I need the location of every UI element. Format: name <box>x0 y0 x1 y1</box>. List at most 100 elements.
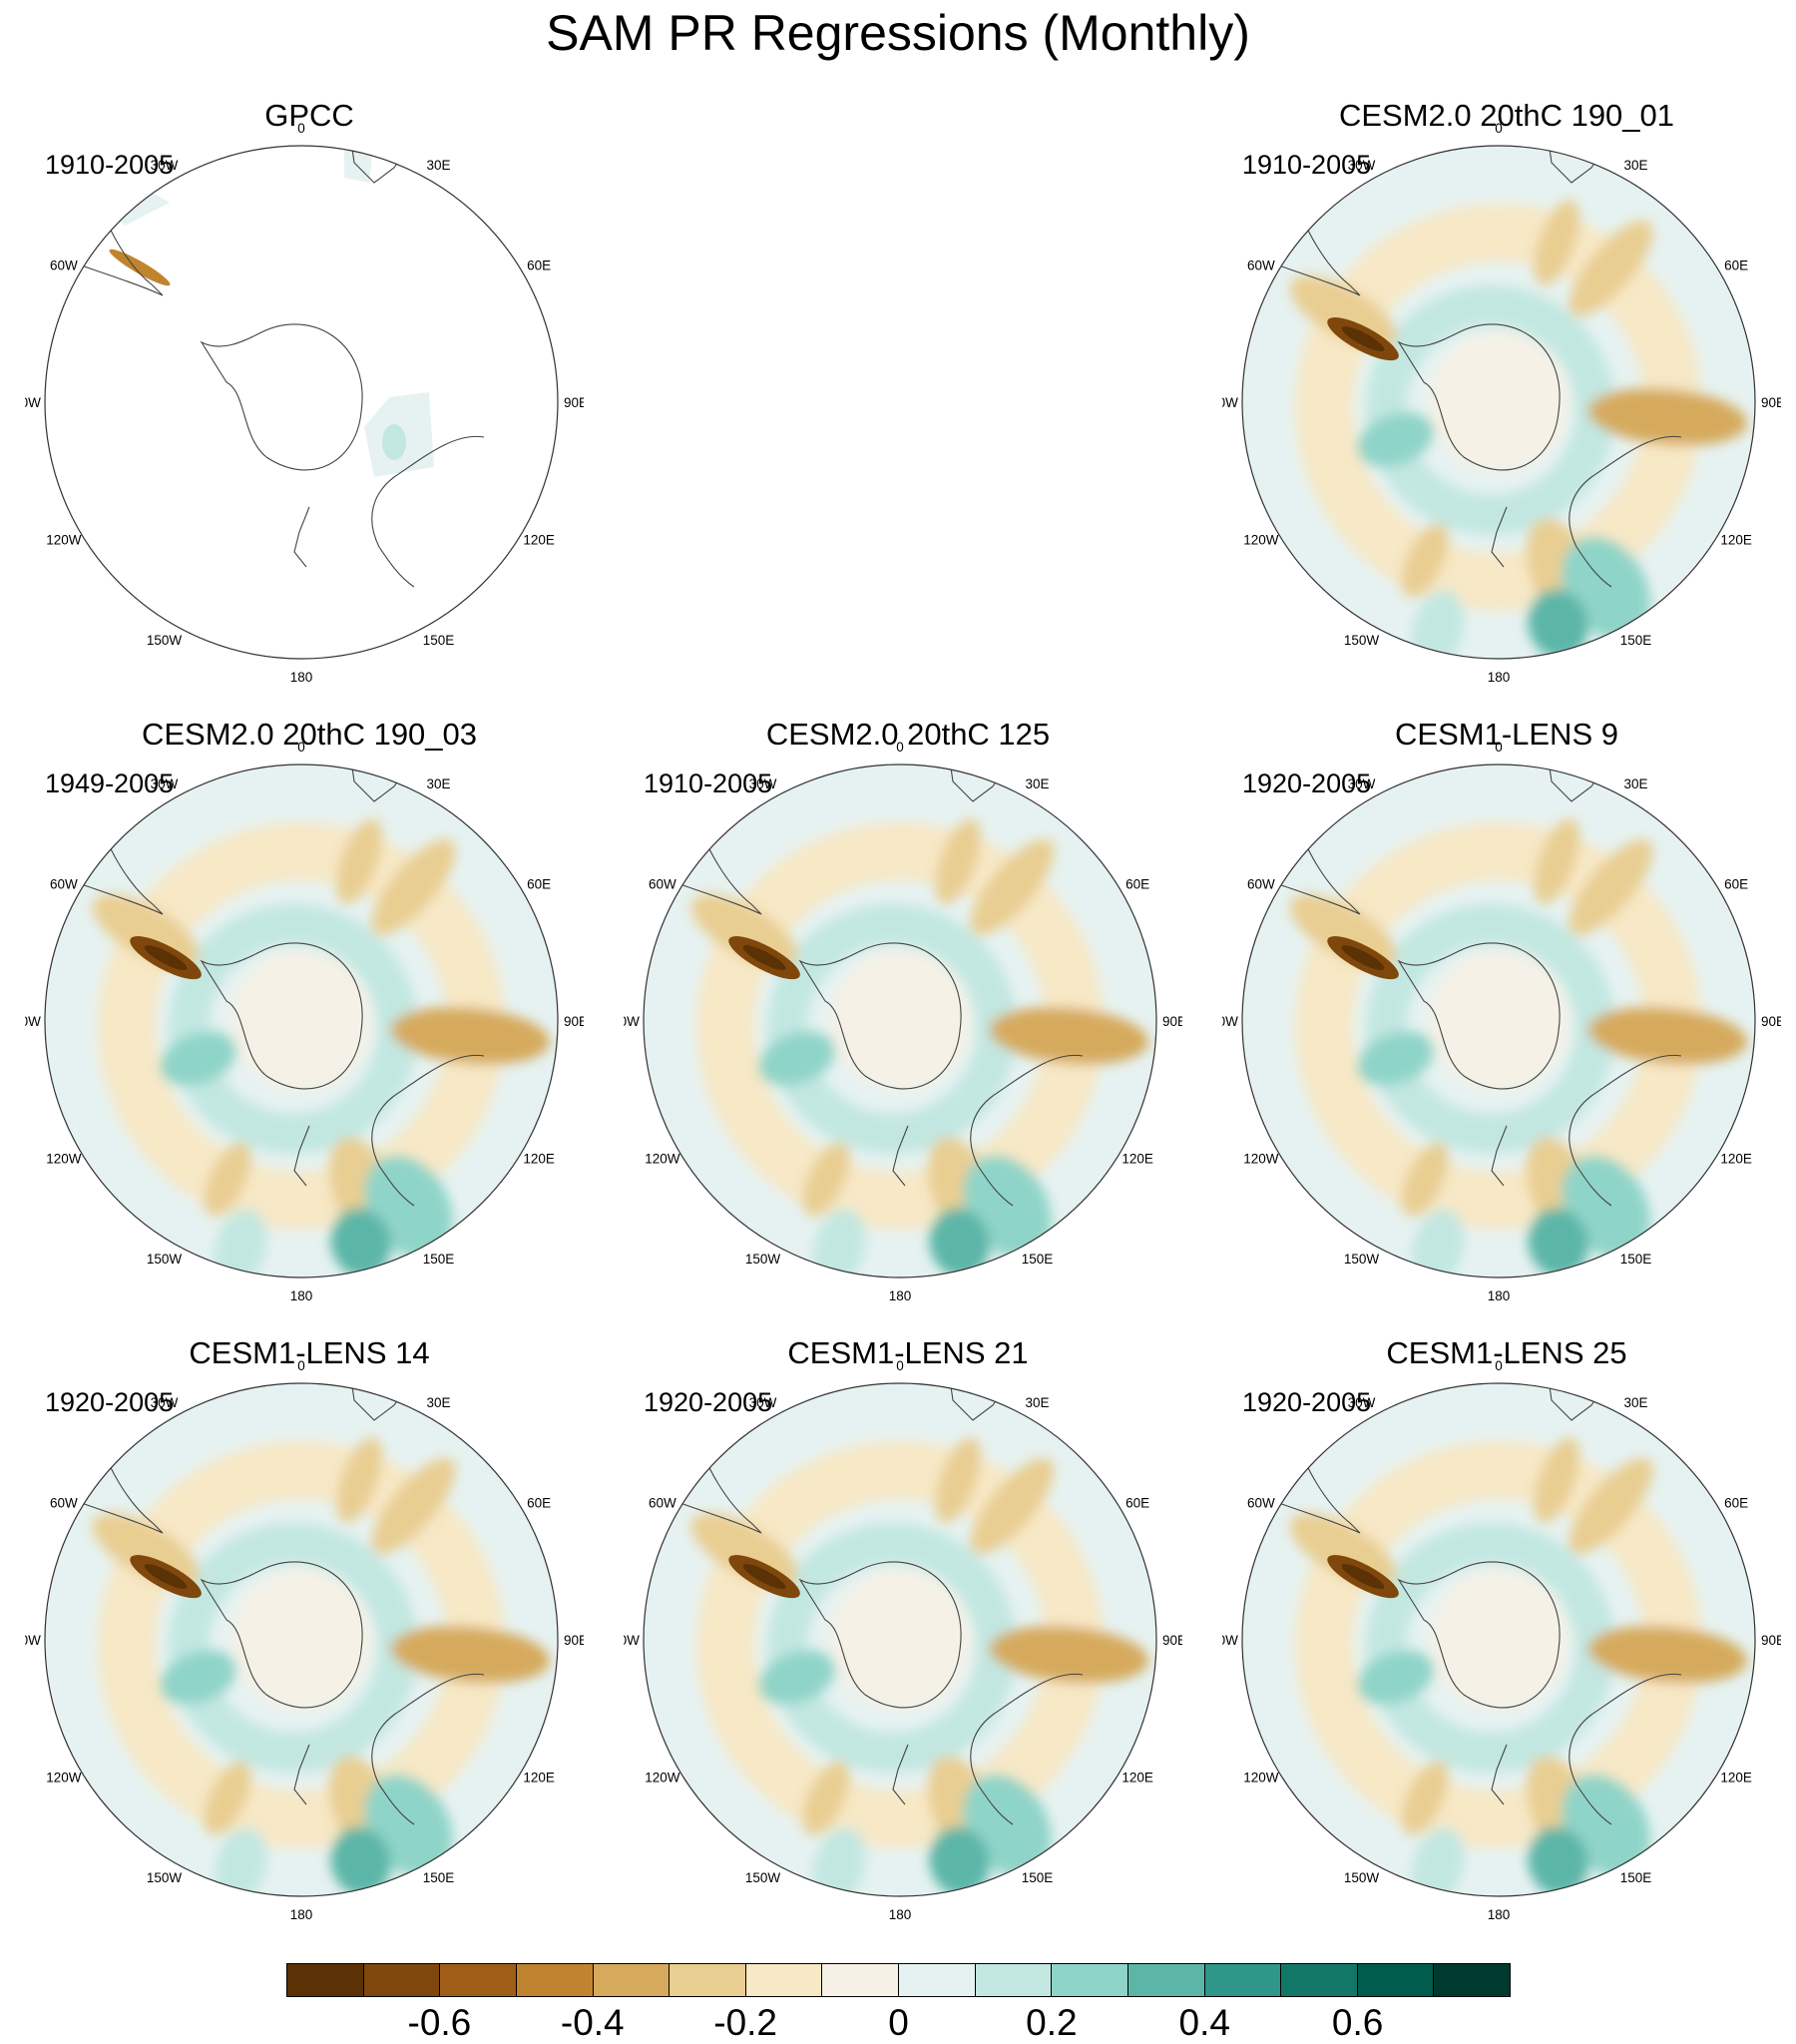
colorbar-label: -0.4 <box>560 2002 625 2043</box>
longitude-label: 120E <box>1720 1771 1752 1786</box>
antarctica-coastline <box>798 1561 962 1709</box>
longitude-label: 0 <box>297 1358 305 1373</box>
patagonia-core <box>1341 326 1385 352</box>
negative-anomaly <box>1534 200 1580 285</box>
australia-anomaly <box>382 424 406 460</box>
longitude-label: 150W <box>1344 633 1380 648</box>
longitude-label: 60W <box>50 258 78 273</box>
map-border <box>44 764 559 1278</box>
new-zealand-coastline <box>293 1125 310 1187</box>
map-border <box>44 1382 559 1897</box>
longitude-label: 30W <box>1348 1395 1376 1410</box>
longitude-label: 90E <box>1761 1633 1781 1648</box>
longitude-label: 120E <box>523 1152 555 1167</box>
longitude-label: 30W <box>151 158 179 173</box>
longitude-label: 0 <box>896 740 904 755</box>
australia-coastline <box>1569 1673 1682 1825</box>
longitude-label: 0 <box>1495 121 1503 136</box>
negative-anomaly <box>1401 523 1449 598</box>
negative-anomaly <box>1569 1457 1653 1555</box>
polar-map: 0 30E 60E 90E 120E 150E 180 150W 120W 90W 60W 30W <box>624 1358 1182 1922</box>
longitude-label: 120W <box>1243 1771 1279 1786</box>
negative-anomaly <box>802 1761 850 1835</box>
panel-period: 1920-2005 <box>1242 1387 1372 1417</box>
longitude-label: 120E <box>1122 1771 1153 1786</box>
antarctica-coastline <box>1397 323 1561 471</box>
longitude-label: 120W <box>645 1152 680 1167</box>
patagonia-anomaly <box>109 249 171 286</box>
longitude-label: 120W <box>1243 533 1279 548</box>
negative-anomaly <box>1587 1007 1748 1065</box>
panel-title: GPCC <box>264 98 354 133</box>
polar-map: 0 30E 60E 90E 120E 150E 180 150W 120W 90W 60W 30W <box>25 1358 584 1922</box>
australia-coastline <box>970 1054 1084 1207</box>
longitude-label: 150W <box>745 1870 781 1885</box>
new-zealand-coastline <box>1491 1744 1508 1805</box>
longitude-label: 30W <box>749 1395 777 1410</box>
longitude-label: 180 <box>1488 670 1511 685</box>
longitude-label: 150E <box>1620 1870 1652 1885</box>
longitude-label: 150W <box>1344 1870 1380 1885</box>
longitude-label: 180 <box>290 670 313 685</box>
colorbar-label: 0.2 <box>1026 2002 1078 2043</box>
panel-gpcc: 0 30E 60E 90E 120E 150E 180 150W 120W 90W 60W 30W G… <box>25 98 604 707</box>
negative-anomaly <box>970 838 1055 936</box>
longitude-label: 150E <box>1022 1252 1054 1267</box>
longitude-label: 30E <box>426 158 450 173</box>
longitude-label: 180 <box>889 1288 912 1303</box>
longitude-label: 30W <box>151 776 179 791</box>
longitude-label: 60W <box>649 1496 676 1511</box>
map-border <box>44 145 559 660</box>
longitude-label: 90W <box>1222 1633 1238 1648</box>
colorbar <box>286 1963 1511 1997</box>
colorbar-segment <box>287 1964 364 1996</box>
longitude-label: 150W <box>147 1252 183 1267</box>
negative-anomaly <box>371 1457 456 1555</box>
longitude-label: 90W <box>624 1633 640 1648</box>
colorbar-segment <box>1434 1964 1510 1996</box>
patagonia-core <box>1341 945 1385 971</box>
longitude-label: 150E <box>423 1870 455 1885</box>
panel-cesm2-190-03: 0 30E 60E 90E 120E 150E 180 150W 120W 90W 60W 30W C… <box>25 717 604 1325</box>
negative-anomaly <box>336 1437 383 1523</box>
antarctica-coastline <box>1397 1561 1561 1709</box>
inner-field <box>830 1570 970 1710</box>
longitude-label: 30E <box>1025 776 1049 791</box>
longitude-label: 60W <box>1247 1496 1275 1511</box>
polar-map: 0 30E 60E 90E 120E 150E 180 150W 120W 90W 60W 30W <box>1222 121 1781 685</box>
patagonia-core <box>144 1564 188 1590</box>
longitude-label: 150W <box>147 633 183 648</box>
longitude-label: 30E <box>426 776 450 791</box>
longitude-label: 90E <box>1761 1014 1781 1029</box>
longitude-label: 30W <box>1348 158 1376 173</box>
colorbar-segment <box>670 1964 746 1996</box>
negative-anomaly <box>1569 838 1653 936</box>
longitude-label: 120E <box>1122 1152 1153 1167</box>
longitude-label: 150W <box>745 1252 781 1267</box>
longitude-label: 150E <box>423 1252 455 1267</box>
inner-field <box>1429 332 1569 472</box>
longitude-label: 120W <box>46 1152 82 1167</box>
negative-anomaly <box>336 818 383 904</box>
negative-anomaly <box>204 1761 251 1835</box>
longitude-label: 60E <box>1724 258 1748 273</box>
colorbar-segment <box>593 1964 671 1996</box>
longitude-label: 90W <box>1222 1014 1238 1029</box>
panel-period: 1920-2005 <box>644 1387 773 1417</box>
positive-anomaly <box>330 1826 391 1896</box>
negative-anomaly <box>204 1142 251 1217</box>
longitude-label: 120E <box>1720 533 1752 548</box>
longitude-label: 60W <box>649 877 676 892</box>
longitude-label: 90E <box>1761 395 1781 410</box>
panel-title: CESM2.0 20thC 125 <box>765 717 1051 752</box>
figure-title: SAM PR Regressions (Monthly) <box>546 5 1250 61</box>
longitude-label: 60E <box>527 258 551 273</box>
longitude-label: 90W <box>25 1633 41 1648</box>
new-zealand-coastline <box>1491 506 1508 568</box>
longitude-label: 0 <box>1495 740 1503 755</box>
negative-anomaly <box>1401 1761 1449 1835</box>
australia-coastline <box>371 435 485 588</box>
polar-map: 0 30E 60E 90E 120E 150E 180 150W 120W 90W 60W 30W <box>25 121 584 685</box>
patagonia-core <box>1341 1564 1385 1590</box>
longitude-label: 180 <box>290 1907 313 1922</box>
